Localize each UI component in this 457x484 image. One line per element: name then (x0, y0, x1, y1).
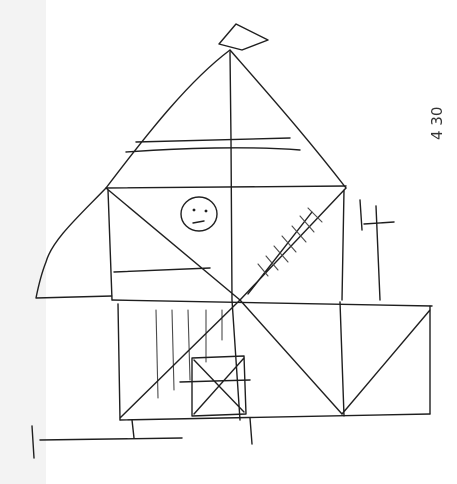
inner-box-outline (191, 355, 247, 417)
lower-middle-wall (339, 301, 345, 417)
lower-left-diagonal (119, 299, 241, 419)
right-post-vertical (375, 205, 381, 301)
ground-stub-left (131, 419, 135, 439)
face-eye-left (192, 208, 196, 212)
ground-line (39, 437, 183, 441)
inner-box-horizontal (179, 379, 251, 383)
lower-bottom-line (119, 413, 431, 421)
center-vertical-line (229, 51, 241, 421)
lower-left-wall (117, 303, 121, 421)
margin-note: 4 30 (428, 107, 446, 140)
roof-cross-band-top (135, 137, 291, 143)
upper-box-left-diagonal (105, 187, 241, 301)
face-circle (180, 196, 218, 232)
ground-stub-right (249, 417, 253, 445)
roof-top-flag (218, 23, 269, 51)
lower-vertical-slats (155, 309, 223, 399)
ladder-rungs (257, 207, 323, 277)
roof-left-edge (105, 49, 231, 189)
upper-box-left-wall (107, 189, 113, 301)
roof-cross-band-bottom (125, 147, 301, 153)
lower-top-line (111, 299, 433, 307)
paper-left-edge-shadow (0, 0, 46, 484)
lower-center-diagonal (239, 299, 343, 415)
left-wing-outline (35, 187, 113, 299)
right-post-stub (359, 199, 363, 231)
face-eye-right (204, 209, 208, 213)
ground-left-cross (31, 425, 35, 459)
roof-base-line (105, 185, 347, 189)
lower-right-diagonal (341, 309, 431, 415)
upper-box-right-wall (341, 189, 345, 301)
inner-box-diagonal-b (193, 357, 245, 415)
roof-right-edge (229, 49, 347, 189)
face-mouth (192, 220, 205, 224)
right-post-crossbar (363, 221, 395, 225)
upper-box-shelf-line (113, 267, 211, 273)
